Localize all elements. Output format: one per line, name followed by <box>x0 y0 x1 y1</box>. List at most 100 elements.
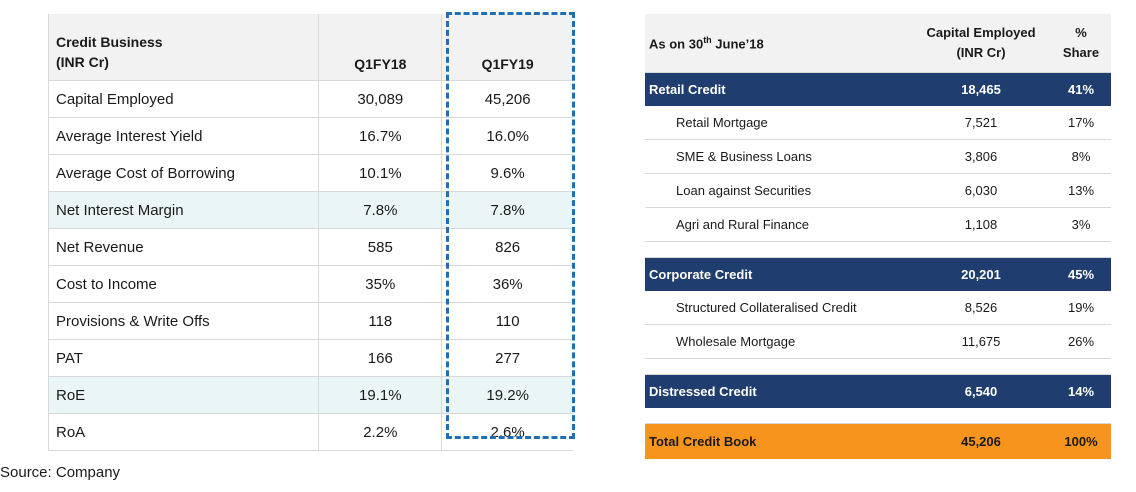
segment-name: Corporate Credit <box>645 257 911 291</box>
spacer-cell <box>645 358 1111 375</box>
table-header-row: As on 30th June’18 Capital Employed (INR… <box>645 14 1111 73</box>
table-row-highlighted: RoE 19.1% 19.2% <box>47 376 573 414</box>
spacer-cell <box>645 408 1111 424</box>
distressed-credit-row: Distressed Credit 6,540 14% <box>645 374 1111 408</box>
header-as-on-date: As on 30th June’18 <box>645 14 911 73</box>
table-row: SME & Business Loans 3,806 8% <box>645 139 1111 174</box>
q1fy18-value: 35% <box>318 265 442 303</box>
q1fy18-value: 585 <box>318 228 442 266</box>
item-share: 8% <box>1051 139 1111 174</box>
table-row: Structured Collateralised Credit 8,526 1… <box>645 291 1111 325</box>
q1fy19-value: 16.0% <box>441 117 573 155</box>
table-row: PAT 166 277 <box>47 339 573 377</box>
item-share: 26% <box>1051 324 1111 359</box>
header-share: % Share <box>1051 14 1111 73</box>
table-row: Retail Mortgage 7,521 17% <box>645 106 1111 140</box>
corporate-credit-row: Corporate Credit 20,201 45% <box>645 257 1111 291</box>
item-name: SME & Business Loans <box>645 139 911 174</box>
q1fy18-value: 30,089 <box>318 80 442 118</box>
segment-share: 41% <box>1051 72 1111 106</box>
source-note: Source: Company <box>0 464 121 481</box>
q1fy18-value: 19.1% <box>318 376 442 414</box>
header-date-sup: th <box>703 34 712 45</box>
table-row-highlighted: Net Interest Margin 7.8% 7.8% <box>47 191 573 229</box>
header-cap-line1: Capital Employed <box>926 25 1036 40</box>
item-name: Agri and Rural Finance <box>645 207 911 242</box>
header-q1fy19: Q1FY19 <box>441 14 573 81</box>
header-date-suffix: June’18 <box>711 36 764 52</box>
table-header-row: Credit Business (INR Cr) Q1FY18 Q1FY19 <box>47 14 573 81</box>
row-label: Average Interest Yield <box>47 117 319 155</box>
segment-share: 14% <box>1051 374 1111 408</box>
item-name: Wholesale Mortgage <box>645 324 911 359</box>
total-capital: 45,206 <box>911 423 1051 459</box>
item-capital: 3,806 <box>911 139 1051 174</box>
header-title-line1: Credit Business <box>56 34 163 50</box>
table-row: Capital Employed 30,089 45,206 <box>47 80 573 118</box>
row-label: RoA <box>47 413 319 451</box>
retail-credit-row: Retail Credit 18,465 41% <box>645 72 1111 106</box>
spacer-row <box>645 358 1111 375</box>
credit-business-table: Credit Business (INR Cr) Q1FY18 Q1FY19 C… <box>47 14 573 451</box>
item-name: Structured Collateralised Credit <box>645 291 911 325</box>
q1fy19-value: 7.8% <box>441 191 573 229</box>
header-capital-employed: Capital Employed (INR Cr) <box>911 14 1051 73</box>
row-label: Net Revenue <box>47 228 319 266</box>
item-capital: 11,675 <box>911 324 1051 359</box>
row-label: Cost to Income <box>47 265 319 303</box>
q1fy18-value: 2.2% <box>318 413 442 451</box>
q1fy18-value: 166 <box>318 339 442 377</box>
header-share-line1: % <box>1075 25 1087 40</box>
header-title-line2: (INR Cr) <box>56 54 109 70</box>
header-credit-business: Credit Business (INR Cr) <box>47 14 319 81</box>
row-label: Average Cost of Borrowing <box>47 154 319 192</box>
item-name: Loan against Securities <box>645 173 911 208</box>
q1fy19-value: 19.2% <box>441 376 573 414</box>
spacer-row <box>645 408 1111 424</box>
segment-name: Distressed Credit <box>645 374 911 408</box>
total-name: Total Credit Book <box>645 423 911 459</box>
row-label: PAT <box>47 339 319 377</box>
header-date-prefix: As on 30 <box>649 36 704 52</box>
segment-share: 45% <box>1051 257 1111 291</box>
item-share: 19% <box>1051 291 1111 325</box>
q1fy19-value: 2.6% <box>441 413 573 451</box>
table-row: Agri and Rural Finance 1,108 3% <box>645 207 1111 242</box>
row-label: Provisions & Write Offs <box>47 302 319 340</box>
q1fy19-value: 45,206 <box>441 80 573 118</box>
item-share: 13% <box>1051 173 1111 208</box>
q1fy18-value: 118 <box>318 302 442 340</box>
item-capital: 1,108 <box>911 207 1051 242</box>
spacer-cell <box>645 241 1111 258</box>
table-row: Provisions & Write Offs 118 110 <box>47 302 573 340</box>
segment-capital: 18,465 <box>911 72 1051 106</box>
q1fy18-value: 16.7% <box>318 117 442 155</box>
table-row: Wholesale Mortgage 11,675 26% <box>645 324 1111 359</box>
table-row: RoA 2.2% 2.6% <box>47 413 573 451</box>
q1fy19-value: 277 <box>441 339 573 377</box>
q1fy19-value: 110 <box>441 302 573 340</box>
table-row: Average Cost of Borrowing 10.1% 9.6% <box>47 154 573 192</box>
segment-name: Retail Credit <box>645 72 911 106</box>
row-label: Net Interest Margin <box>47 191 319 229</box>
q1fy19-value: 826 <box>441 228 573 266</box>
header-q1fy18: Q1FY18 <box>318 14 442 81</box>
row-label: Capital Employed <box>47 80 319 118</box>
header-cap-line2: (INR Cr) <box>956 45 1006 60</box>
table-row: Net Revenue 585 826 <box>47 228 573 266</box>
item-capital: 8,526 <box>911 291 1051 325</box>
item-share: 3% <box>1051 207 1111 242</box>
q1fy18-value: 7.8% <box>318 191 442 229</box>
header-share-line2: Share <box>1062 45 1100 60</box>
table-row: Average Interest Yield 16.7% 16.0% <box>47 117 573 155</box>
item-name: Retail Mortgage <box>645 106 911 140</box>
segment-capital: 20,201 <box>911 257 1051 291</box>
total-credit-book-row: Total Credit Book 45,206 100% <box>645 423 1111 459</box>
item-share: 17% <box>1051 106 1111 140</box>
total-share: 100% <box>1051 423 1111 459</box>
item-capital: 7,521 <box>911 106 1051 140</box>
capital-employed-table: As on 30th June’18 Capital Employed (INR… <box>645 14 1111 459</box>
segment-capital: 6,540 <box>911 374 1051 408</box>
table-row: Cost to Income 35% 36% <box>47 265 573 303</box>
q1fy18-value: 10.1% <box>318 154 442 192</box>
